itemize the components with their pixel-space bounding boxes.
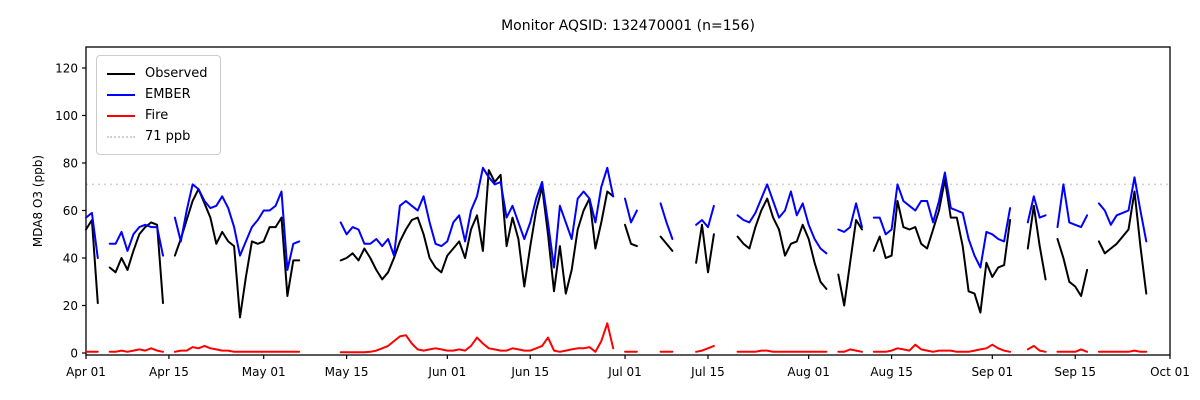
series-line-observed (659, 235, 674, 252)
legend-swatch-icon (107, 135, 135, 138)
plot-frame (85, 46, 1171, 356)
series-line-fire (173, 344, 301, 353)
legend-swatch-icon (107, 72, 135, 75)
legend-item-fire: Fire (107, 105, 208, 126)
series-line-fire (872, 343, 1012, 353)
series-line-ember (736, 183, 828, 255)
axes-layer: 0 20 40 60 80 100 120 Apr 01 Apr 15 May 01 May 15 J… (55, 46, 1190, 379)
x-tick-label: May 01 (242, 365, 286, 379)
series-line-fire (1056, 348, 1089, 353)
chart-title: Monitor AQSID: 132470001 (n=156) (501, 18, 755, 34)
legend-item-71-ppb: 71 ppb (107, 126, 208, 147)
series-line-ember (1056, 183, 1089, 229)
series-line-fire (1097, 349, 1148, 353)
series-line-observed (85, 219, 99, 305)
x-tick-label: Jun 15 (510, 365, 549, 379)
series-line-observed (108, 221, 164, 305)
legend: Observed EMBER Fire 71 ppb (96, 55, 221, 155)
x-tick-label: Oct 01 (1150, 365, 1190, 379)
x-tick-label: Aug 01 (787, 365, 830, 379)
legend-label: EMBER (145, 87, 191, 102)
series-line-fire (339, 322, 615, 354)
series-line-fire (1026, 344, 1047, 353)
series-line-observed (624, 223, 638, 248)
series-line-ember (173, 183, 301, 271)
x-tick-label: Jun 01 (427, 365, 466, 379)
legend-label: Fire (145, 108, 169, 123)
y-tick-label: 80 (63, 157, 78, 171)
x-tick-label: Jul 15 (690, 365, 725, 379)
series-line-observed (1056, 238, 1089, 297)
legend-label: 71 ppb (145, 129, 191, 144)
legend-swatch-icon (107, 114, 135, 117)
legend-item-ember: EMBER (107, 84, 208, 105)
x-tick-label: Jul 01 (607, 365, 642, 379)
series-line-observed (837, 219, 863, 307)
y-tick-label: 120 (55, 62, 78, 76)
y-axis-label: MDA8 O3 (ppb) (31, 155, 45, 247)
y-tick-label: 20 (63, 299, 78, 313)
y-tick-label: 60 (63, 204, 78, 218)
x-tick-label: Sep 01 (971, 365, 1013, 379)
series-line-ember (108, 223, 164, 257)
x-tick-label: Sep 15 (1054, 365, 1096, 379)
y-tick-label: 100 (55, 109, 78, 123)
x-tick-label: Apr 01 (66, 365, 106, 379)
series-line-ember (85, 211, 99, 259)
x-tick-label: Apr 15 (149, 365, 189, 379)
legend-item-observed: Observed (107, 63, 208, 84)
series-line-observed (173, 188, 301, 319)
series-line-observed (736, 197, 828, 290)
x-tick-label: May 15 (325, 365, 369, 379)
legend-swatch-icon (107, 93, 135, 96)
series-line-ember (339, 166, 615, 269)
series-line-observed (1097, 190, 1148, 295)
series-line-observed (1026, 204, 1047, 281)
series-line-ember (837, 202, 863, 233)
series-line-fire (695, 344, 715, 353)
series-line-ember (1097, 176, 1148, 243)
series-line-fire (108, 347, 164, 353)
series-lines (85, 166, 1148, 354)
series-line-ember (695, 204, 715, 229)
series-line-ember (624, 197, 638, 224)
series-line-ember (872, 171, 1012, 269)
y-tick-label: 40 (63, 252, 78, 266)
y-tick-label: 0 (70, 347, 78, 361)
legend-label: Observed (145, 66, 208, 81)
series-line-observed (872, 178, 1012, 314)
series-line-ember (659, 202, 674, 240)
series-line-fire (837, 348, 863, 353)
x-tick-label: Aug 15 (870, 365, 913, 379)
series-line-observed (339, 169, 615, 295)
series-line-observed (695, 223, 715, 274)
series-line-ember (1026, 195, 1047, 224)
series-line-fire (736, 349, 828, 353)
